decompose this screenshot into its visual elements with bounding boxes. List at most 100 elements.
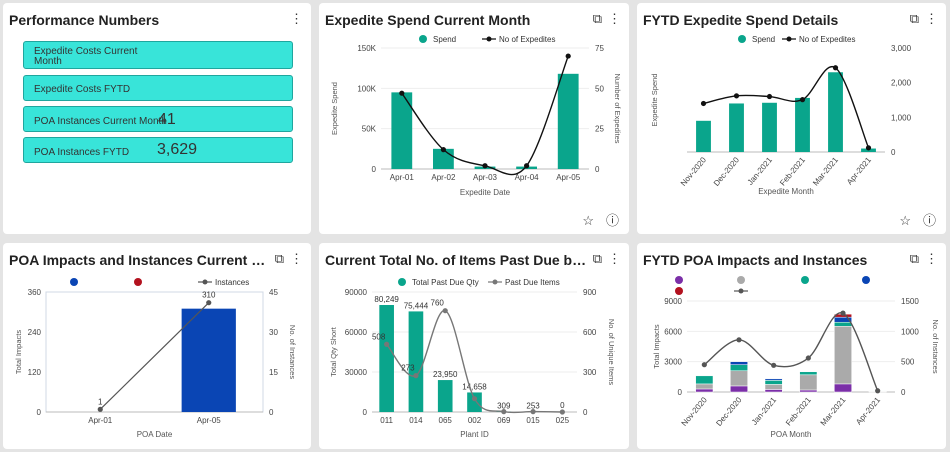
copy-icon[interactable]: ⧉: [592, 11, 602, 26]
x-tick-label: Mar-2021: [819, 395, 848, 427]
bar: [379, 305, 394, 412]
bar: [181, 308, 236, 412]
more-vert-icon[interactable]: ⋮: [925, 11, 938, 26]
copy-icon[interactable]: ⧉: [274, 251, 284, 266]
more-vert-icon[interactable]: ⋮: [608, 11, 621, 26]
x-tick-label: Feb-2021: [778, 155, 807, 187]
stacked-bar-segment: [730, 364, 748, 372]
stacked-bar-segment: [695, 388, 714, 393]
line-point: [399, 90, 405, 96]
chart-title: Expedite Spend Current Month: [325, 12, 531, 28]
y-axis-title: Total Impacts: [14, 330, 23, 374]
legend-label: No of Expedites: [799, 35, 855, 44]
legend-label: Spend: [752, 35, 775, 44]
x-tick-label: Apr-05: [197, 416, 222, 425]
chart-title: POA Impacts and Instances Current Month: [9, 252, 271, 268]
legend-marker: [492, 279, 498, 285]
stacked-bar-segment: [799, 374, 818, 391]
line-point: [440, 147, 446, 153]
x-tick-label: Apr-02: [431, 173, 456, 182]
line-point: [97, 406, 103, 412]
y-tick-label: 6000: [664, 327, 682, 336]
more-vert-icon[interactable]: ⋮: [290, 11, 303, 26]
y-tick-label: 0: [37, 408, 42, 417]
kpi-expedite-costs-fytd[interactable]: Expedite Costs FYTD: [23, 75, 293, 101]
copy-icon[interactable]: ⧉: [592, 251, 602, 266]
more-vert-icon[interactable]: ⋮: [608, 251, 621, 266]
y-axis-title: Expedite Spend: [330, 82, 339, 135]
y2-tick-label: 0: [901, 388, 906, 397]
y-tick-label: 0: [678, 388, 683, 397]
x-tick-label: 014: [409, 416, 423, 425]
stacked-bar-segment: [764, 378, 783, 381]
star-icon[interactable]: ☆: [582, 213, 594, 228]
bar: [408, 311, 424, 412]
y2-tick-label: 2,000: [891, 79, 912, 88]
stacked-bar-segment: [764, 389, 783, 393]
kpi-expedite-costs-month[interactable]: Expedite Costs Current Month: [23, 41, 293, 69]
stacked-bar-segment: [834, 326, 852, 385]
expedite-spend-month-card: Expedite Spend Current Month ⧉ ⋮ 0 50K 100K…: [319, 3, 629, 234]
kpi-label: POA Instances Current Month: [34, 116, 167, 127]
info-icon[interactable]: ⓘ: [605, 213, 619, 228]
copy-icon[interactable]: ⧉: [909, 251, 919, 266]
fytd-expedite-card: FYTD Expedite Spend Details ⧉ ⋮ 0 1,000 2,0…: [637, 3, 946, 234]
bar: [762, 102, 777, 152]
y-tick-label: 150K: [357, 44, 376, 53]
bar-data-label: 75,444: [404, 301, 429, 310]
bar-data-label: 80,249: [374, 295, 399, 304]
bar: [467, 392, 482, 412]
line-point: [733, 93, 740, 99]
y2-tick-label: 1,000: [891, 113, 912, 122]
stacked-bar-segment: [695, 383, 714, 390]
legend-marker: [398, 278, 406, 286]
x-tick-label: 065: [439, 416, 453, 425]
copy-icon[interactable]: ⧉: [909, 11, 919, 26]
bar: [729, 103, 744, 152]
y-tick-label: 50K: [362, 125, 377, 134]
x-tick-label: Apr-05: [556, 173, 581, 182]
y2-tick-label: 30: [269, 328, 278, 337]
kpi-poa-instances-month[interactable]: POA Instances Current Month 41: [23, 106, 293, 132]
legend-marker: [486, 36, 492, 42]
x-tick-label: Apr-2021: [854, 395, 882, 426]
series-line: [401, 55, 569, 176]
performance-title: Performance Numbers: [9, 12, 160, 28]
line-point: [471, 396, 478, 402]
expedite-spend-month-chart: 0 50K 100K 150K 0 25 50 75 Expedite Spend Number …: [330, 35, 622, 197]
x-axis-title: Expedite Date: [460, 188, 511, 197]
line-point: [565, 53, 571, 59]
y2-tick-label: 0: [583, 408, 588, 417]
bar: [795, 97, 810, 152]
x-tick-label: Jan-2021: [746, 155, 775, 187]
legend-label: Instances: [215, 278, 249, 287]
fytd-poa-card: FYTD POA Impacts and Instances ⧉ ⋮ 0 3000 6…: [637, 243, 946, 449]
bar-data-label: 0: [560, 401, 565, 410]
y2-tick-label: 600: [583, 328, 597, 337]
y2-tick-label: 300: [583, 368, 597, 377]
y-tick-label: 100K: [357, 84, 376, 93]
y-tick-label: 60000: [345, 328, 368, 337]
y-tick-label: 90000: [345, 288, 368, 297]
fytd-poa-chart: 0 3000 6000 9000 0 500 1000 1500 Total Impacts No…: [652, 276, 940, 439]
more-vert-icon[interactable]: ⋮: [290, 251, 303, 266]
star-icon[interactable]: ☆: [899, 213, 911, 228]
kpi-poa-instances-fytd[interactable]: POA Instances FYTD 3,629: [23, 137, 293, 163]
y-tick-label: 240: [28, 328, 42, 337]
line-point: [501, 409, 507, 415]
chart-title: Current Total No. of Items Past Due by P…: [325, 252, 587, 268]
legend-marker: [419, 35, 427, 43]
info-icon[interactable]: ⓘ: [922, 213, 936, 228]
x-tick-label: 025: [556, 416, 570, 425]
bar: [391, 92, 413, 169]
y-tick-label: 120: [28, 368, 42, 377]
x-tick-label: Dec-2020: [712, 155, 742, 188]
y2-tick-label: 500: [901, 358, 915, 367]
more-vert-icon[interactable]: ⋮: [925, 251, 938, 266]
past-due-card: Current Total No. of Items Past Due by P…: [319, 243, 629, 449]
bar-data-label: 14,658: [462, 382, 487, 391]
y2-tick-label: 50: [595, 84, 604, 93]
kpi-label: Expedite Costs Current Month: [34, 46, 138, 67]
y2-axis-title: Number of Expedites: [613, 73, 622, 143]
y2-tick-label: 3,000: [891, 44, 912, 53]
